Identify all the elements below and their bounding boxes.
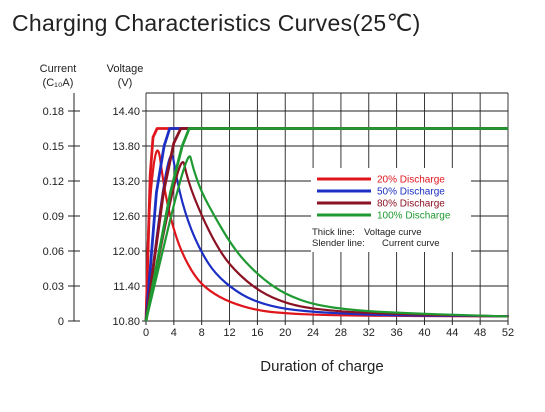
legend-entry: 80% Discharge — [377, 199, 445, 210]
curves — [144, 127, 510, 322]
current-tick-label: 0.09 — [43, 211, 64, 223]
x-tick-label: 32 — [363, 327, 375, 339]
legend-entry: 100% Discharge — [377, 211, 451, 222]
voltage-tick-label: 10.80 — [112, 316, 140, 328]
current-tick-label: 0 — [58, 316, 64, 328]
x-tick-label: 24 — [307, 327, 319, 339]
note-text: Current curve — [382, 238, 440, 249]
x-tick-label: 52 — [502, 327, 514, 339]
x-tick-label: 0 — [143, 327, 149, 339]
x-tick-label: 44 — [446, 327, 458, 339]
x-tick-label: 16 — [251, 327, 263, 339]
legend-entry: 50% Discharge — [377, 187, 445, 198]
x-tick-label: 28 — [335, 327, 347, 339]
x-tick-label: 20 — [279, 327, 291, 339]
current-tick-label: 0.12 — [43, 176, 64, 188]
voltage-axis-unit: (V) — [118, 77, 133, 89]
legend-entry: 20% Discharge — [377, 175, 445, 186]
voltage-tick-label: 12.00 — [112, 246, 140, 258]
voltage-tick-label: 11.40 — [113, 281, 140, 293]
x-tick-label: 4 — [171, 327, 177, 339]
current-tick-label: 0.18 — [43, 106, 64, 118]
voltage-tick-label: 12.60 — [112, 211, 140, 223]
current-tick-label: 0.06 — [43, 246, 64, 258]
current-axis-unit: (C₁₀A) — [43, 77, 74, 89]
current-axis-title: Current — [40, 63, 77, 75]
note-label: Slender line: — [312, 238, 365, 249]
current-tick-label: 0.15 — [43, 141, 64, 153]
current-tick-label: 0.03 — [43, 281, 64, 293]
x-tick-label: 12 — [223, 327, 235, 339]
current-curve — [144, 155, 510, 322]
voltage-curve — [144, 127, 508, 322]
x-tick-label: 36 — [390, 327, 402, 339]
legend-box — [311, 168, 471, 252]
note-label: Thick line: — [312, 227, 355, 238]
x-tick-label: 8 — [199, 327, 205, 339]
chart-title: Charging Characteristics Curves(25℃) — [12, 10, 421, 36]
labels: 0 0.03 0.06 0.09 0.12 0.15 0.18 10.80 11.40 12.00… — [40, 63, 514, 375]
axes — [68, 93, 509, 325]
voltage-tick-label: 13.80 — [112, 141, 140, 153]
voltage-axis-title: Voltage — [107, 63, 144, 75]
x-axis-label: Duration of charge — [260, 358, 383, 375]
note-text: Voltage curve — [364, 227, 422, 238]
voltage-tick-label: 14.40 — [112, 106, 140, 118]
x-tick-label: 40 — [418, 327, 430, 339]
x-tick-label: 48 — [474, 327, 486, 339]
voltage-tick-label: 13.20 — [112, 176, 140, 188]
